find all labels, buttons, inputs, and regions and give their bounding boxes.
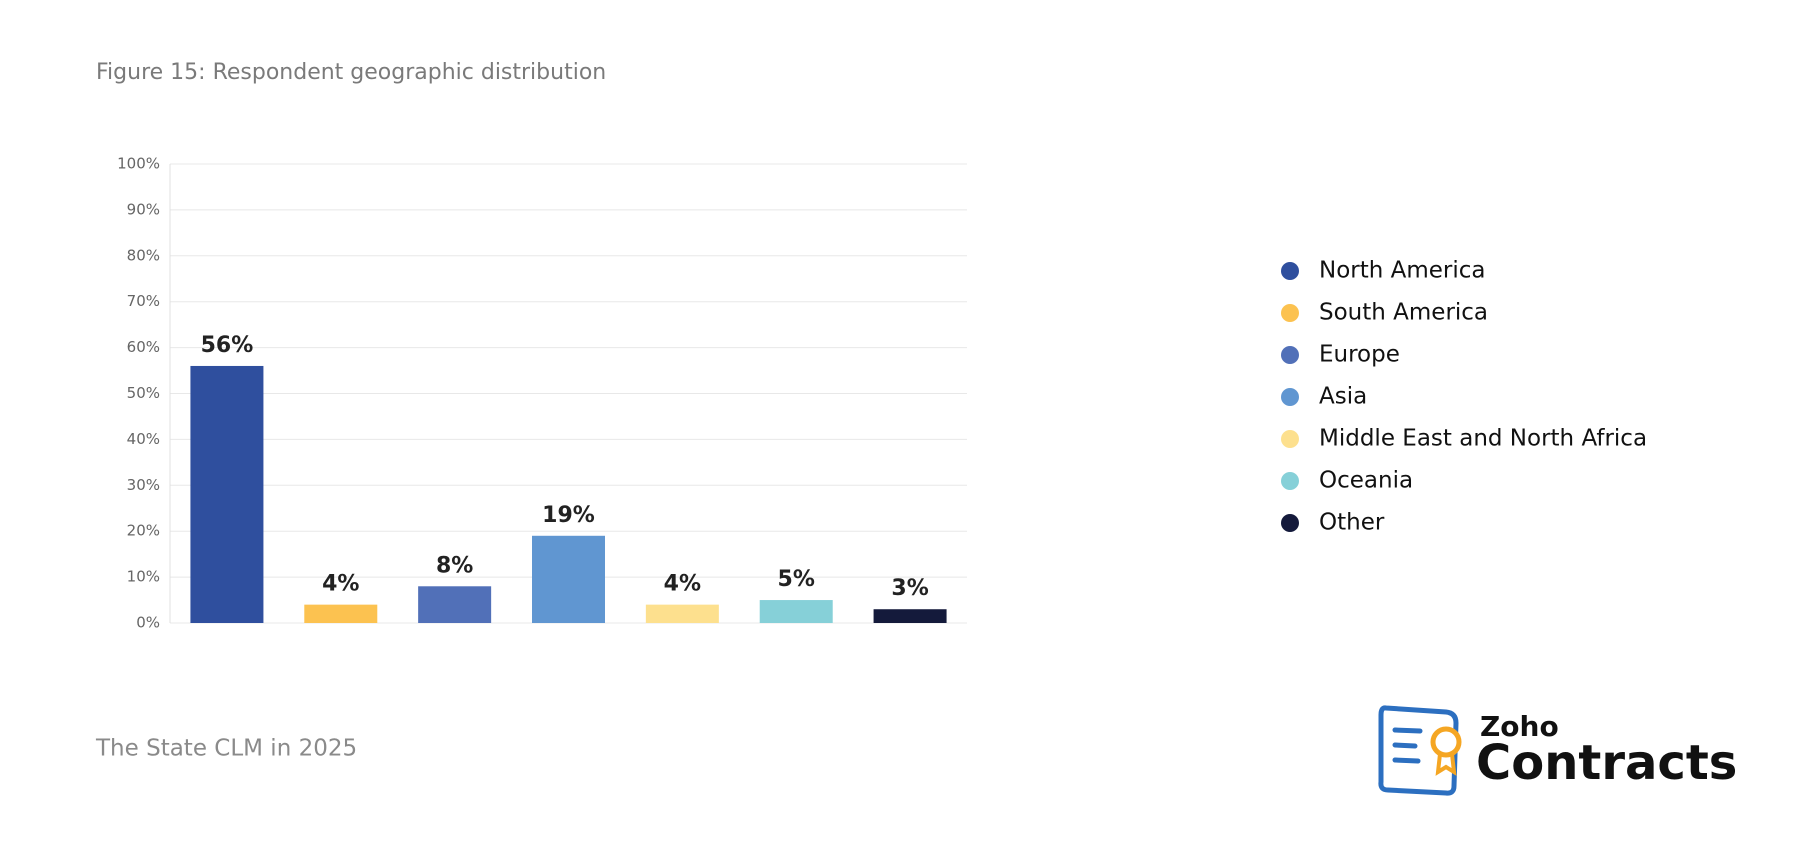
- bar: [304, 604, 378, 623]
- legend-label: Middle East and North Africa: [1319, 426, 1647, 452]
- legend-label: Asia: [1319, 384, 1367, 410]
- y-tick-label: 50%: [127, 384, 160, 402]
- legend-label: Other: [1319, 510, 1385, 536]
- logo-product: Contracts: [1476, 735, 1737, 791]
- legend-marker: [1281, 388, 1299, 406]
- legend-marker: [1281, 430, 1299, 448]
- bar: [532, 535, 605, 623]
- y-tick-label: 40%: [127, 430, 160, 448]
- y-tick-label: 0%: [136, 614, 160, 632]
- data-label: 56%: [201, 333, 254, 358]
- y-tick-label: 10%: [127, 568, 160, 586]
- y-tick-label: 20%: [127, 522, 160, 540]
- y-tick-label: 90%: [127, 200, 160, 218]
- legend-marker: [1281, 514, 1299, 532]
- data-label: 3%: [891, 576, 928, 601]
- footer: The State CLM in 2025: [95, 736, 357, 762]
- data-label: 19%: [542, 503, 595, 528]
- y-tick-label: 80%: [127, 246, 160, 264]
- data-label: 4%: [322, 572, 359, 597]
- data-label: 4%: [664, 572, 701, 597]
- bar: [190, 365, 264, 623]
- legend-label: Oceania: [1319, 468, 1413, 494]
- legend-marker: [1281, 472, 1299, 490]
- legend-marker: [1281, 346, 1299, 364]
- legend-label: Europe: [1319, 342, 1400, 368]
- logo-brand: Zoho: [1480, 710, 1559, 743]
- logo-icon: [1378, 705, 1462, 796]
- y-tick-label: 100%: [117, 155, 160, 173]
- legend-marker: [1281, 262, 1299, 280]
- bar: [873, 609, 947, 623]
- y-tick-label: 70%: [127, 292, 160, 310]
- legend-label: North America: [1319, 258, 1486, 284]
- y-tick-label: 30%: [127, 476, 160, 494]
- data-label: 5%: [778, 567, 815, 592]
- y-tick-label: 60%: [127, 338, 160, 356]
- bar: [759, 600, 833, 623]
- legend-label: South America: [1319, 300, 1488, 326]
- bar: [418, 586, 492, 623]
- chart-title: Figure 15: Respondent geographic distrib…: [96, 60, 606, 85]
- legend-marker: [1281, 304, 1299, 322]
- data-label: 8%: [436, 553, 473, 578]
- bar: [645, 604, 719, 623]
